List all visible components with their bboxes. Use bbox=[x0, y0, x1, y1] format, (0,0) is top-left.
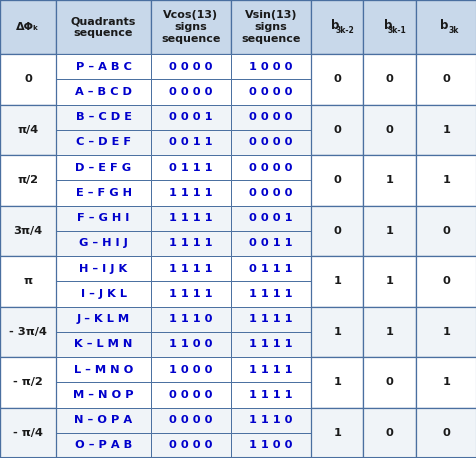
Bar bbox=[363, 104, 415, 155]
Text: F – G H I: F – G H I bbox=[77, 213, 129, 223]
Text: 1: 1 bbox=[442, 175, 449, 185]
Bar bbox=[0, 54, 56, 104]
Text: Quadrants
sequence: Quadrants sequence bbox=[70, 16, 136, 38]
Bar bbox=[363, 180, 415, 206]
Text: 1 1 1 1: 1 1 1 1 bbox=[169, 289, 212, 299]
Bar bbox=[230, 104, 310, 130]
Bar bbox=[310, 357, 363, 408]
Text: 0 0 0 0: 0 0 0 0 bbox=[169, 87, 212, 97]
Bar bbox=[363, 0, 415, 54]
Text: 1 1 1 1: 1 1 1 1 bbox=[248, 314, 292, 324]
Bar bbox=[363, 79, 415, 104]
Bar bbox=[310, 206, 363, 231]
Bar bbox=[150, 382, 230, 408]
Bar bbox=[415, 408, 476, 458]
Bar bbox=[56, 256, 150, 281]
Bar bbox=[310, 0, 363, 54]
Text: 0: 0 bbox=[385, 125, 393, 135]
Bar bbox=[415, 357, 476, 382]
Bar bbox=[0, 104, 56, 155]
Bar bbox=[0, 155, 56, 180]
Bar bbox=[230, 180, 310, 206]
Text: 3π/4: 3π/4 bbox=[13, 226, 43, 236]
Bar bbox=[230, 155, 310, 180]
Bar bbox=[0, 0, 56, 54]
Bar bbox=[56, 332, 150, 357]
Bar bbox=[0, 155, 56, 206]
Text: I – J K L: I – J K L bbox=[80, 289, 126, 299]
Bar bbox=[310, 382, 363, 408]
Bar bbox=[0, 357, 56, 408]
Bar bbox=[363, 104, 415, 130]
Bar bbox=[56, 281, 150, 306]
Bar bbox=[415, 130, 476, 155]
Bar bbox=[363, 54, 415, 79]
Bar bbox=[310, 54, 363, 79]
Bar bbox=[363, 433, 415, 458]
Bar bbox=[56, 357, 150, 382]
Bar bbox=[415, 306, 476, 357]
Bar bbox=[230, 408, 310, 433]
Bar bbox=[415, 206, 476, 256]
Bar bbox=[310, 306, 363, 332]
Text: 0: 0 bbox=[333, 175, 340, 185]
Text: 1 1 1 1: 1 1 1 1 bbox=[248, 390, 292, 400]
Bar bbox=[150, 206, 230, 231]
Text: 0: 0 bbox=[333, 226, 340, 236]
Text: Vcos(13)
signs
sequence: Vcos(13) signs sequence bbox=[161, 11, 220, 44]
Text: π: π bbox=[24, 276, 32, 286]
Bar bbox=[0, 231, 56, 256]
Bar bbox=[0, 206, 56, 231]
Bar bbox=[150, 180, 230, 206]
Text: 0: 0 bbox=[333, 125, 340, 135]
Bar bbox=[56, 0, 150, 54]
Text: 1 0 0 0: 1 0 0 0 bbox=[248, 62, 292, 71]
Bar bbox=[0, 256, 56, 306]
Text: 1: 1 bbox=[333, 377, 340, 387]
Text: 1 1 1 1: 1 1 1 1 bbox=[248, 365, 292, 375]
Text: P – A B C: P – A B C bbox=[75, 62, 131, 71]
Bar bbox=[310, 155, 363, 180]
Bar bbox=[150, 256, 230, 281]
Text: 3k-2: 3k-2 bbox=[335, 26, 354, 35]
Bar bbox=[310, 155, 363, 206]
Bar bbox=[310, 256, 363, 281]
Text: 1 1 1 1: 1 1 1 1 bbox=[169, 213, 212, 223]
Bar bbox=[415, 54, 476, 79]
Bar bbox=[363, 206, 415, 231]
Bar bbox=[150, 433, 230, 458]
Bar bbox=[0, 357, 56, 382]
Text: J – K L M: J – K L M bbox=[77, 314, 130, 324]
Bar bbox=[415, 155, 476, 206]
Bar bbox=[0, 206, 56, 256]
Bar bbox=[0, 332, 56, 357]
Bar bbox=[150, 231, 230, 256]
Bar bbox=[363, 155, 415, 180]
Bar bbox=[150, 306, 230, 332]
Bar bbox=[230, 332, 310, 357]
Text: 1 1 1 1: 1 1 1 1 bbox=[248, 339, 292, 349]
Text: 1 1 1 1: 1 1 1 1 bbox=[169, 264, 212, 273]
Bar bbox=[363, 281, 415, 306]
Text: 0 0 1 1: 0 0 1 1 bbox=[248, 239, 292, 248]
Text: 1 1 0 0: 1 1 0 0 bbox=[169, 339, 212, 349]
Text: 0 0 0 0: 0 0 0 0 bbox=[169, 62, 212, 71]
Text: 0 1 1 1: 0 1 1 1 bbox=[169, 163, 212, 173]
Bar bbox=[415, 306, 476, 332]
Text: A – B C D: A – B C D bbox=[75, 87, 132, 97]
Bar bbox=[230, 306, 310, 332]
Bar bbox=[0, 382, 56, 408]
Bar bbox=[0, 180, 56, 206]
Text: 1 1 1 1: 1 1 1 1 bbox=[169, 188, 212, 198]
Text: B – C D E: B – C D E bbox=[75, 112, 131, 122]
Text: 1: 1 bbox=[333, 327, 340, 337]
Bar bbox=[230, 54, 310, 79]
Text: 0: 0 bbox=[333, 74, 340, 84]
Bar bbox=[0, 306, 56, 357]
Bar bbox=[150, 155, 230, 180]
Text: 1: 1 bbox=[442, 377, 449, 387]
Bar bbox=[415, 155, 476, 180]
Text: 1: 1 bbox=[385, 276, 393, 286]
Text: 0: 0 bbox=[442, 74, 449, 84]
Text: 0: 0 bbox=[385, 428, 393, 438]
